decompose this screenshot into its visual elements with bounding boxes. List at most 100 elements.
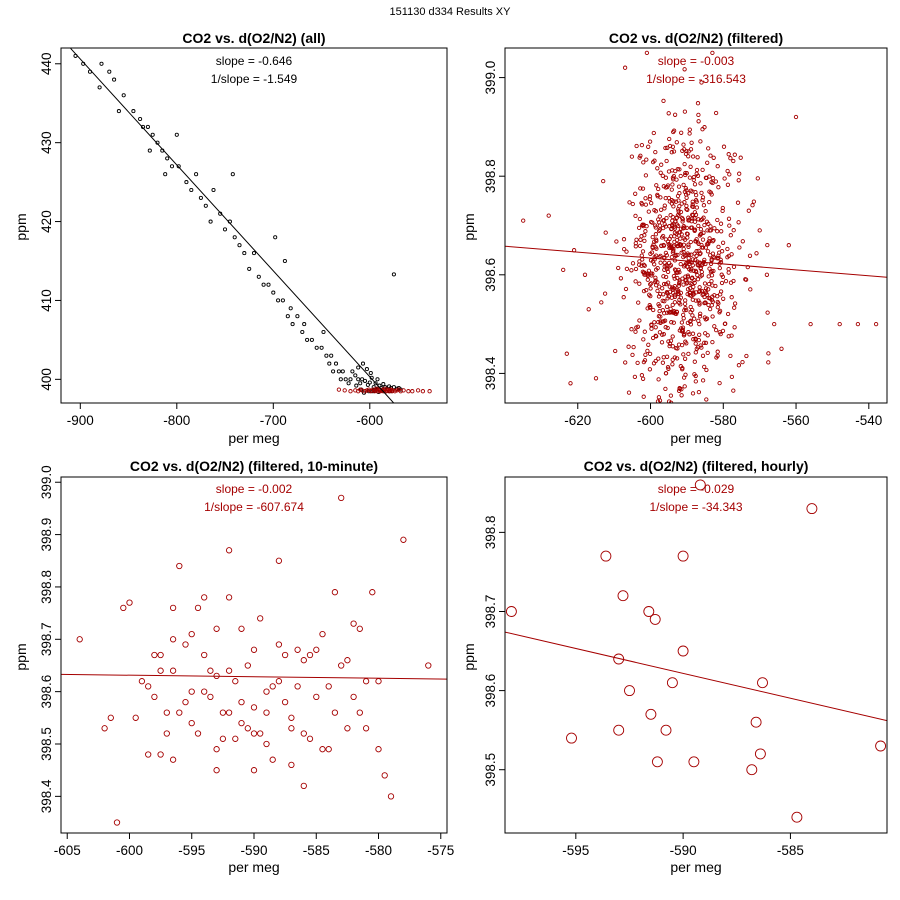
data-point [708,153,713,158]
data-point [288,725,295,732]
data-point [244,662,251,669]
data-point [772,321,777,327]
data-point [690,199,695,204]
data-point [641,337,646,342]
x-tick-label: -580 [710,413,737,428]
data-point [679,130,684,135]
data-point [250,767,258,774]
data-point [649,250,655,255]
data-point [679,250,684,255]
data-point [630,201,635,207]
data-point [693,336,698,341]
data-point [336,369,341,374]
data-point [300,657,307,664]
data-point [280,298,285,303]
data-point [338,662,345,669]
data-point [188,688,195,695]
data-point [257,615,264,622]
data-point [276,298,281,303]
data-point [779,346,784,351]
data-point [324,353,329,358]
data-point [184,180,189,185]
data-point [704,397,709,402]
data-point [720,208,725,214]
data-point [704,219,710,224]
data-point [667,236,672,241]
data-point [702,222,707,228]
data-point [658,253,663,259]
data-point [676,408,679,411]
data-point [686,329,691,335]
data-point [643,173,649,178]
data-point [670,334,675,339]
data-point [690,202,695,207]
data-point [356,377,361,382]
data-point [727,223,732,228]
data-point [702,281,708,286]
data-point [367,380,372,385]
data-point [692,227,698,232]
data-point [624,685,635,697]
data-point [232,678,239,685]
x-tick-label: -600 [356,413,383,428]
inverse-slope-annotation: 1/slope = -1.549 [211,72,298,86]
data-point [645,348,650,354]
data-point [652,255,657,260]
data-point [664,281,669,287]
data-point [688,281,693,286]
data-point [661,218,666,223]
data-point [275,678,283,685]
x-tick-label: -585 [303,843,330,858]
data-point [708,224,713,229]
data-point [679,329,685,334]
data-point [406,389,411,394]
data-point [723,278,729,284]
data-point [295,314,300,319]
data-point [658,314,663,319]
data-point [302,322,307,327]
data-point [643,229,648,234]
data-point [719,229,724,234]
data-point [700,262,705,267]
data-point [637,318,642,323]
data-point [672,355,677,360]
data-point [646,209,651,214]
data-point [674,231,679,237]
data-point [675,213,681,218]
data-point [281,698,289,706]
data-point [375,746,382,753]
data-point [665,364,671,370]
x-tick-label: -585 [777,843,804,858]
data-point [275,641,283,648]
data-point [688,147,694,152]
data-point [667,136,672,142]
data-point [639,142,645,148]
data-point [672,276,677,281]
data-point [703,317,708,322]
data-point [686,351,691,357]
data-point [740,239,745,244]
data-point [669,187,674,192]
data-point [219,709,227,716]
data-point [686,191,691,196]
data-point [76,636,83,643]
data-point [679,320,685,325]
y-tick-label: 398.4 [483,356,498,390]
data-point [669,254,674,260]
data-point [685,287,691,292]
data-point [765,310,770,315]
data-point [721,144,727,149]
data-point [676,267,681,273]
data-point [653,325,658,330]
data-point [712,324,717,329]
data-point [706,146,711,151]
data-point [674,356,680,361]
data-point [275,557,283,564]
x-axis-label: per meg [228,859,279,875]
data-point [696,318,701,323]
data-point [687,131,692,136]
data-point [649,281,654,286]
data-point [665,310,670,315]
data-point [746,208,751,213]
data-point [188,630,195,638]
